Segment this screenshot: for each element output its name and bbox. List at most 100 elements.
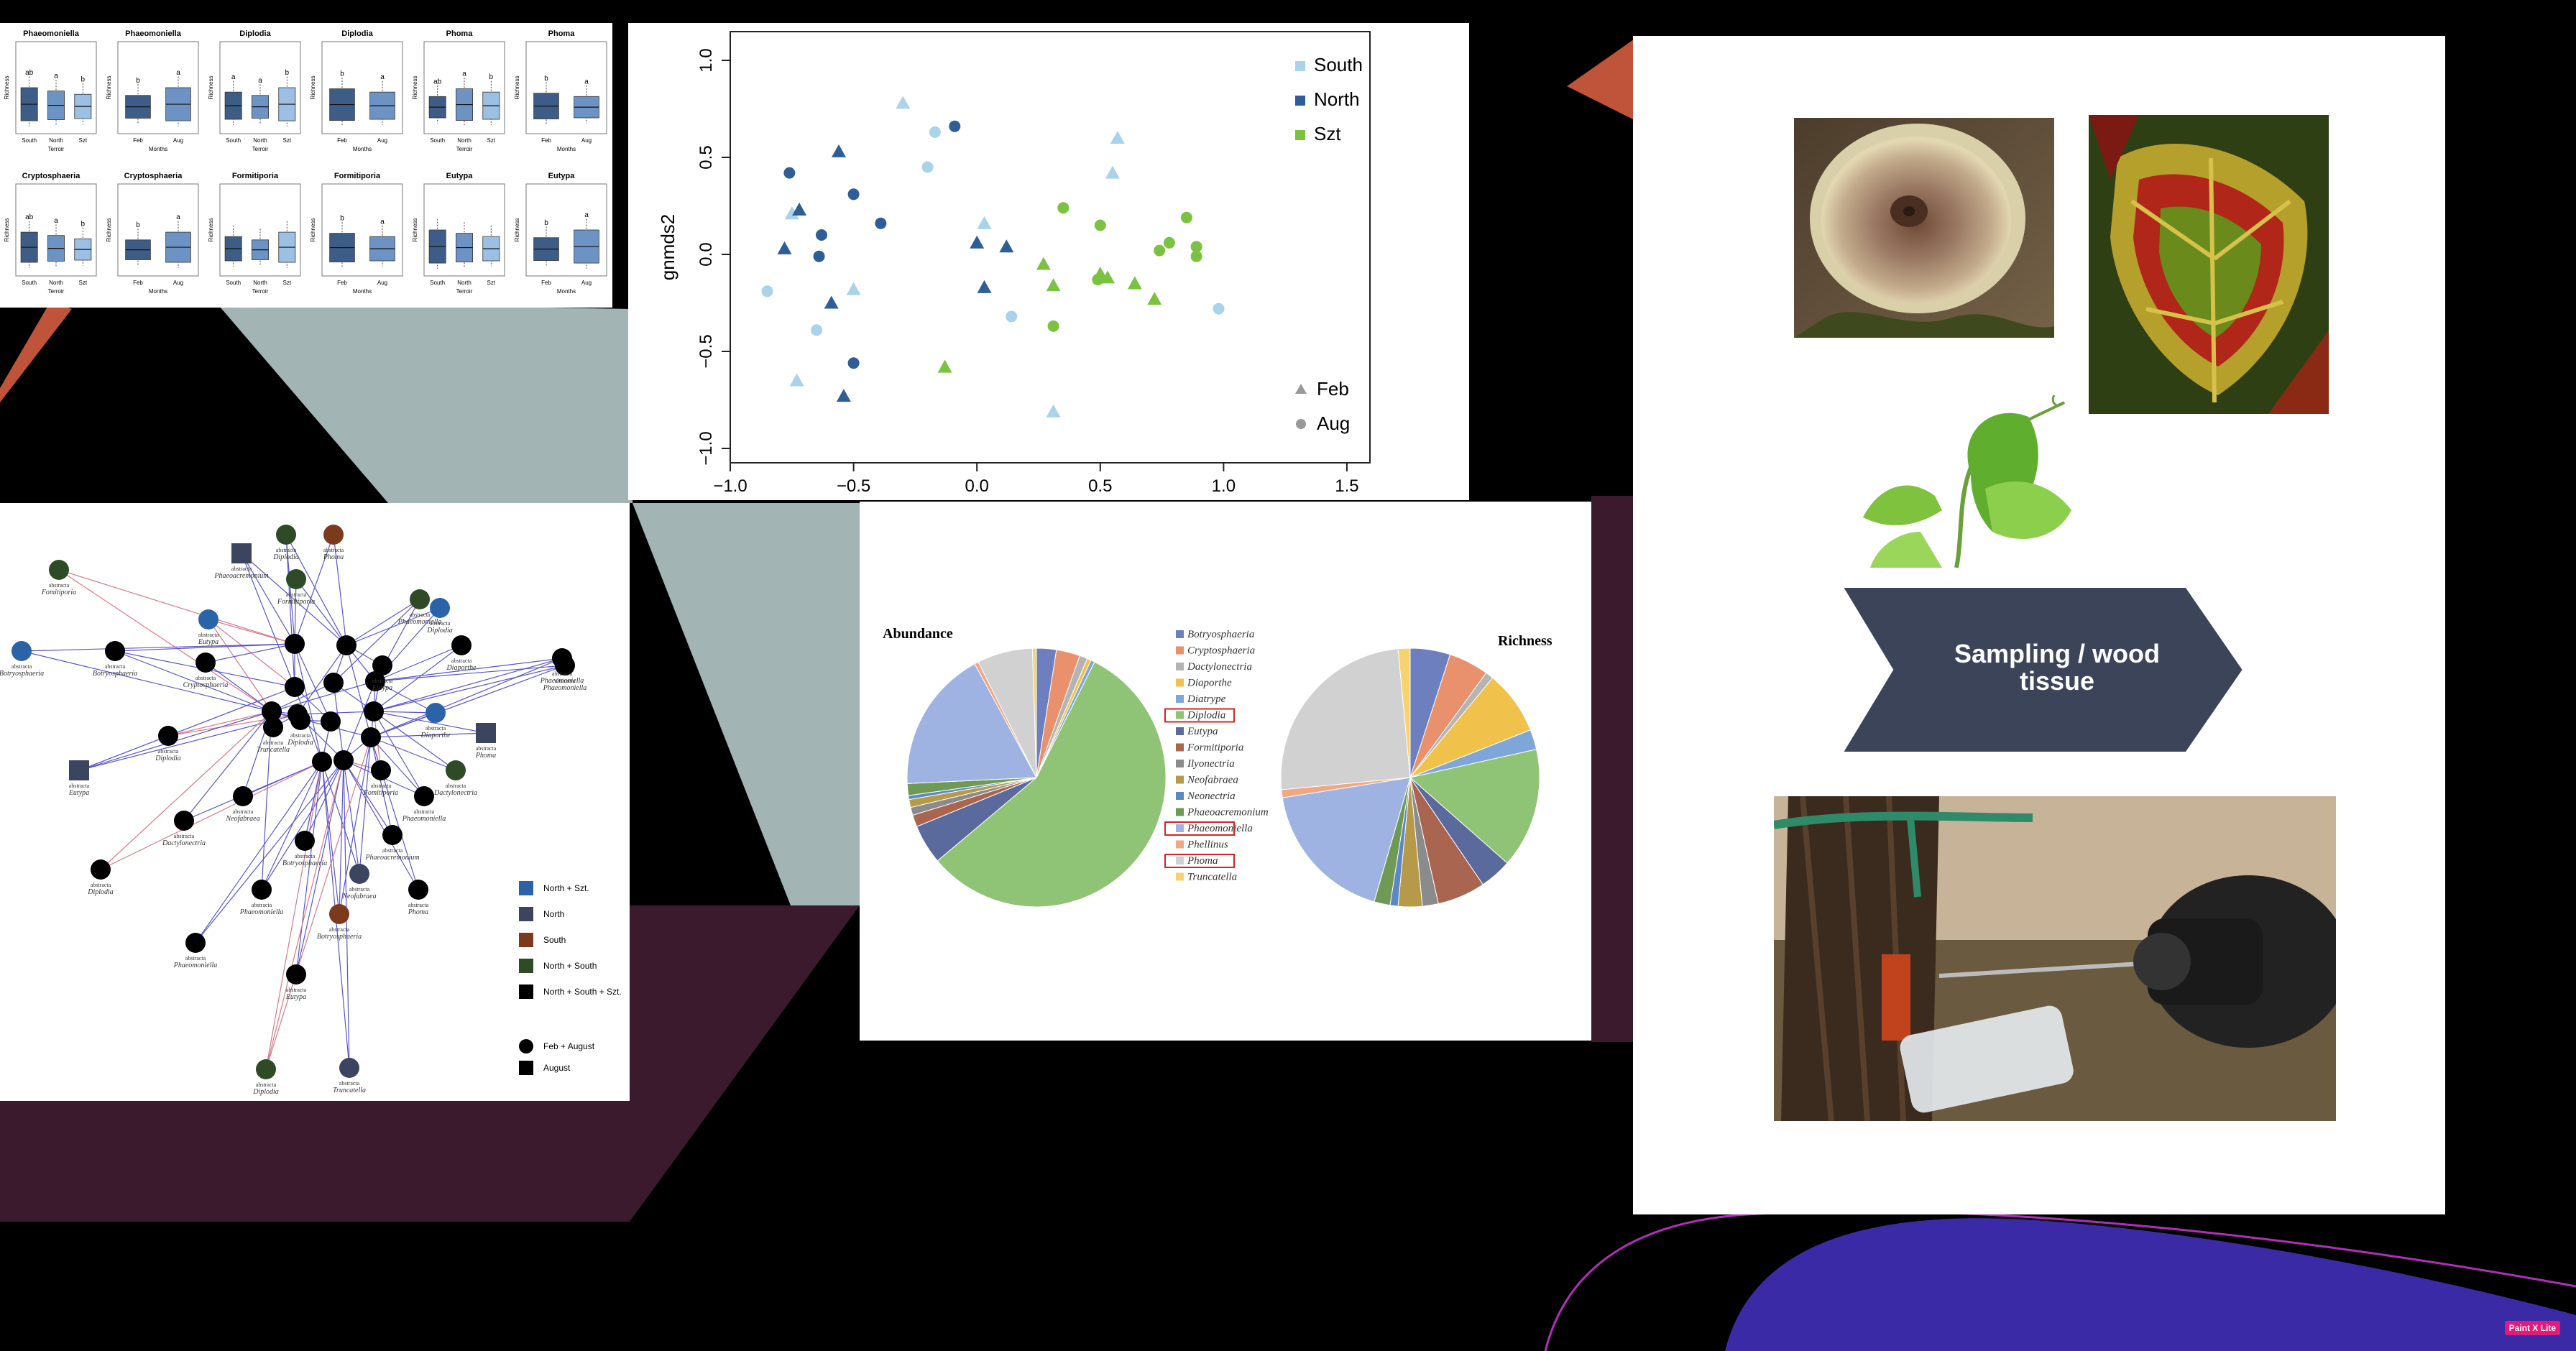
network-hub-node [361,727,381,747]
boxplot-sig-letter: a [231,73,236,81]
nmds-scatter-chart: −1.0 −0.5 0.0 0.5 1.0 1.5 −1.0 −0.5 0.0 0.5 1.0 gnm… [657,31,1371,496]
scatter-point [847,188,860,200]
network-edge [114,650,272,712]
network-edge [373,645,462,712]
network-node-prefix: abstracta [451,658,472,664]
boxplot-group-label: Feb [337,137,347,144]
network-edge [294,643,331,722]
boxplot-frame [15,41,97,134]
network-node-label: Diplodia [252,1088,279,1096]
pie-legend-label: Phaeomoniella [1187,823,1253,834]
network-edge [195,761,323,944]
y-tick-label: 0.5 [696,145,716,169]
network-node [231,543,252,563]
network-edge [346,599,420,646]
boxplot-sig-letter: a [54,73,58,80]
x-tick-label: 0.5 [1088,476,1112,496]
scatter-point [1213,303,1225,315]
scatter-point [1180,211,1192,223]
scatter-point [1094,219,1106,231]
pie-legend-swatch [1176,711,1184,719]
network-edge [271,682,334,712]
boxplot-ylabel: Richness [4,218,10,242]
boxplot-sig-letter: a [176,213,180,221]
boxplot-group-label: South [226,280,241,286]
boxplot-title: Phaeomoniella [125,29,182,38]
boxplot-sig-letter: ab [25,69,34,77]
scatter-point [1046,404,1061,418]
boxplot-sig-letter: b [81,220,86,228]
network-legend-label: North + Szt. [543,883,589,893]
network-edge [370,658,563,738]
scatter-point [789,373,804,387]
boxplot-frame [117,41,199,134]
boxplot-7: Cryptosphaeria Richness South ab North a Szt b T… [4,172,97,295]
network-node-label: Eutypa [198,638,218,646]
network-node-prefix: abstracta [198,632,219,638]
boxplot-xlabel: Months [149,288,167,295]
pie-slice [937,661,1167,908]
scatter-point [977,216,992,229]
boxplot-12: Eutypa Richness Feb b Aug a Months [514,172,607,295]
network-edge [21,650,272,712]
scatter-point [1046,278,1061,292]
scatter-point [846,282,861,295]
network-node [91,859,111,880]
scatter-point [824,295,839,309]
scatter-point [937,359,952,373]
boxplot-group-label: Aug [581,280,592,286]
scatter-point [949,120,961,132]
network-edge [265,761,323,1070]
grey-wedge-mid [632,503,862,905]
boxplot-title: Cryptosphaeria [22,172,81,180]
network-node [286,569,306,589]
scatter-point [836,389,851,402]
network-node-label: Eutypa [285,993,306,1001]
boxplot-ylabel: Richness [208,218,214,242]
network-node-prefix: abstracta [252,902,272,908]
pie-slice [1397,647,1411,778]
network-node-label: Phaeomoniella [540,677,584,685]
network-edge [370,732,487,738]
boxplot-group-label: South [22,137,37,144]
network-node-prefix: abstracta [91,882,111,888]
pie-legend-swatch [1176,760,1184,767]
network-node [382,825,402,845]
boxplot-title: Phoma [446,29,474,38]
pie-slice [1031,647,1037,778]
boxplot-sig-letter: b [136,221,140,229]
network-legend-shape [519,1061,533,1075]
pie-legend-label: Diatrype [1187,693,1226,705]
network-node-label: Botryosphaeria [0,670,44,678]
network-node-prefix: abstracta [430,620,451,627]
pie-legend-label: Eutypa [1187,726,1218,737]
pie-legend-label: Phellinus [1187,839,1228,851]
network-node-label: Phaeomoniella [397,618,442,626]
network-node-prefix: abstracta [382,847,403,854]
leaf-symptom-photo [2089,115,2329,414]
pie-legend-swatch [1176,808,1184,816]
legend-shape-marker [1295,384,1307,394]
boxplot-sig-letter: a [54,217,58,225]
network-node-label: Diplodia [426,627,453,635]
vine-sprout-illustration [1863,395,2071,568]
pie-legend-label: Truncatella [1187,872,1237,883]
pie-slice [906,663,1037,784]
network-node-label: Phoma [475,752,496,760]
network-node-prefix: abstracta [555,678,576,684]
network-node-label: Cryptosphaeria [183,681,229,689]
boxplot-group-label: North [49,280,63,286]
scatter-point [1190,241,1202,253]
network-edge [346,645,372,738]
boxplot-sig-letter: a [584,211,589,219]
network-panel: abstracta Fomitiporia abstracta Diplodia abs… [0,503,630,1101]
x-tick-label: 1.0 [1212,476,1236,496]
network-edge [333,599,420,683]
boxplot-group-label: Aug [581,137,592,144]
boxplot-group-label: South [22,280,37,286]
boxplot-title: Eutypa [548,172,576,180]
network-legend-label: Feb + August [543,1041,595,1051]
pie-slice [1409,677,1532,778]
network-node-label: Phaeomoniella [239,908,284,916]
legend-color-swatch [1295,61,1305,71]
